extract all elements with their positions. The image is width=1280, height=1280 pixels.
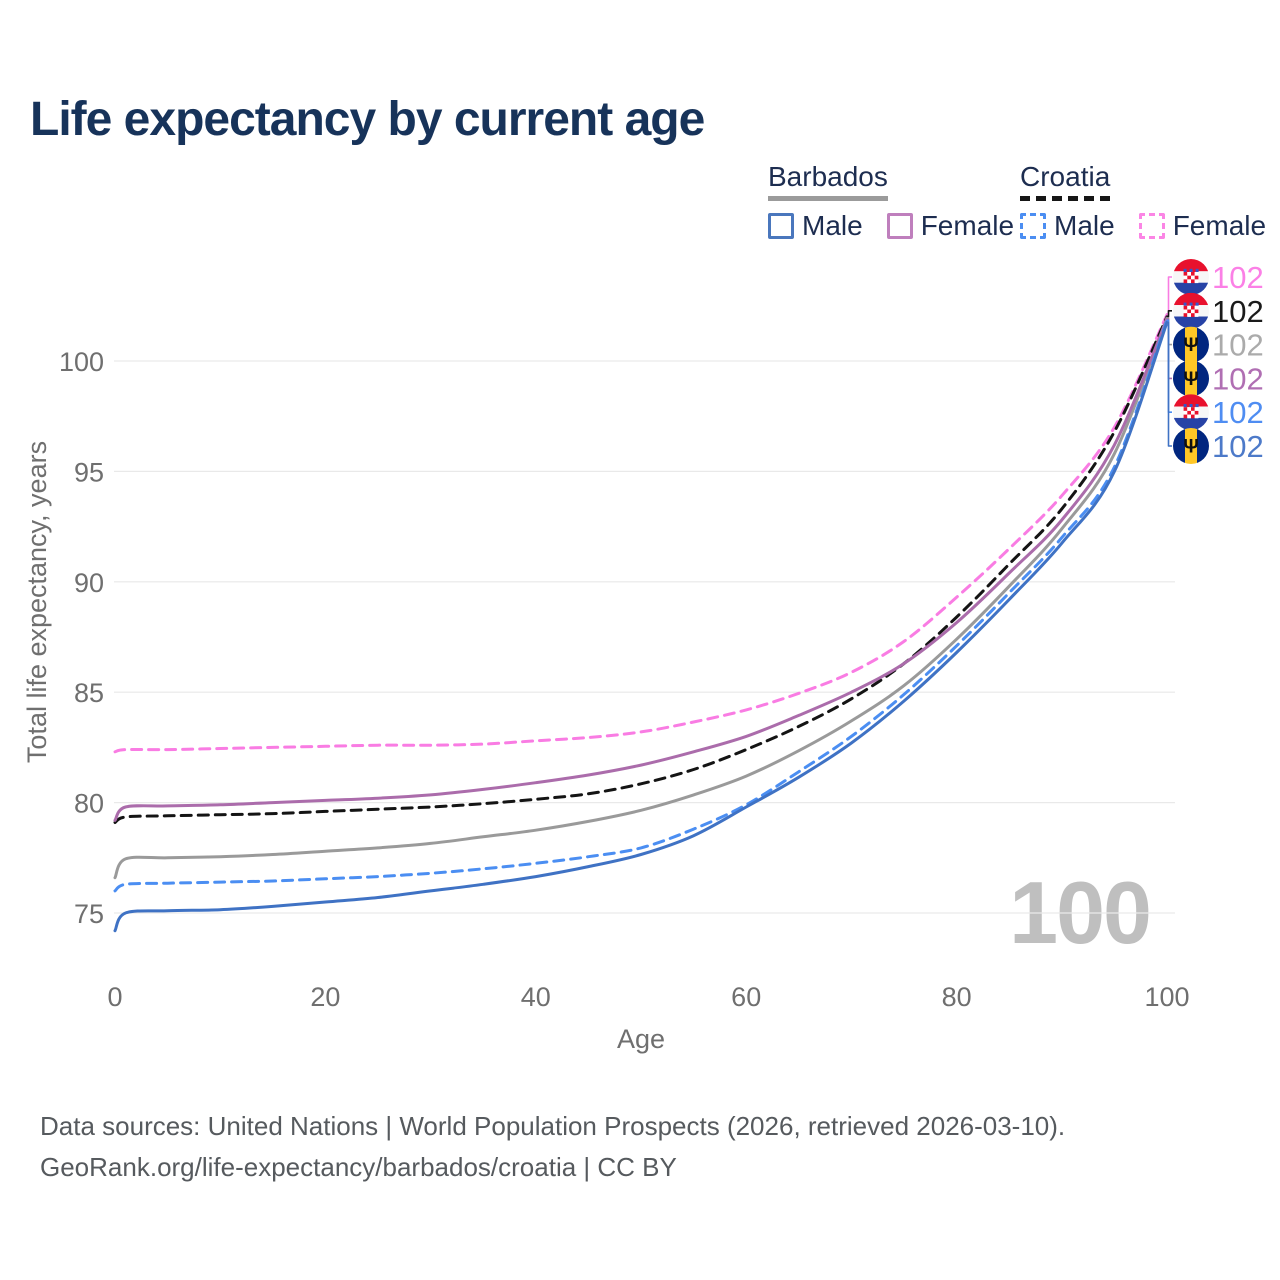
end-label-croatia-male[interactable]: 102 [1173, 394, 1264, 431]
end-label-value-croatia-female: 102 [1212, 260, 1264, 295]
legend-item-label: Female [1172, 210, 1267, 241]
series-line-barbados-female[interactable] [113, 317, 1169, 822]
svg-text:Ψ: Ψ [1183, 437, 1198, 458]
flag-barbados-icon: Ψ [1173, 360, 1209, 397]
legend-item-label: Female [920, 210, 1015, 241]
series-line-barbados-total[interactable] [113, 316, 1169, 880]
series-lines [113, 313, 1169, 933]
series-line-croatia-female[interactable] [113, 313, 1169, 754]
y-tick-label: 75 [74, 899, 104, 929]
legend-country-label: Barbados [768, 161, 888, 192]
legend-country-croatia[interactable]: Croatia [1020, 161, 1111, 201]
legend-items-barbados: Male Female [768, 210, 1014, 242]
end-label-connector [1166, 310, 1172, 318]
croatia-female-swatch-icon [1138, 213, 1165, 239]
y-tick-label: 85 [74, 678, 104, 708]
y-tick-label: 95 [74, 457, 104, 487]
end-label-value-croatia-total: 102 [1212, 294, 1264, 329]
footer-sources-line: Data sources: United Nations | World Pop… [40, 1111, 1066, 1141]
legend-item-label: Male [802, 210, 863, 241]
flag-croatia-icon [1173, 292, 1209, 329]
series-line-croatia-total[interactable] [113, 315, 1169, 824]
end-label-value-barbados-female: 102 [1212, 361, 1264, 396]
axis-ticks: 75 80 85 90 95 100 0 20 40 60 80 100 [59, 347, 1190, 1012]
legend-items-croatia: Male Female [1020, 210, 1266, 242]
flag-croatia-icon [1173, 394, 1209, 431]
croatia-male-swatch-icon [1020, 213, 1046, 239]
svg-text:Ψ: Ψ [1183, 335, 1198, 356]
x-tick-label: 100 [1144, 982, 1189, 1012]
gridlines [114, 360, 1175, 914]
x-tick-label: 20 [310, 982, 340, 1012]
legend-item-label: Male [1054, 210, 1115, 241]
legend-country-barbados[interactable]: Barbados [768, 161, 888, 201]
x-tick-label: 80 [942, 982, 972, 1012]
end-label-value-barbados-total: 102 [1212, 328, 1264, 363]
end-label-connector [1166, 321, 1172, 447]
legend-group-croatia: Croatia Male Female [1020, 161, 1266, 242]
legend-group-barbados: Barbados Male Female [768, 161, 1014, 242]
end-label-barbados-female[interactable]: Ψ 102 [1173, 360, 1264, 397]
series-line-croatia-male[interactable] [113, 318, 1169, 893]
svg-text:Ψ: Ψ [1183, 369, 1198, 390]
x-tick-label: 40 [521, 982, 551, 1012]
end-label-barbados-male[interactable]: Ψ 102 [1173, 428, 1264, 464]
legend: Barbados Male Female Croatia Mal [768, 161, 1268, 241]
end-label-value-croatia-male: 102 [1212, 395, 1264, 430]
legend-item-croatia-female[interactable]: Female [1138, 210, 1267, 242]
end-label-connector [1166, 276, 1172, 316]
footer: Data sources: United Nations | World Pop… [40, 1106, 1065, 1188]
end-label-croatia-total[interactable]: 102 [1173, 292, 1264, 329]
page-title: Life expectancy by current age [30, 93, 705, 146]
flag-croatia-icon [1173, 259, 1209, 295]
x-tick-label: 60 [731, 982, 761, 1012]
barbados-female-swatch-icon [886, 213, 913, 239]
x-tick-label: 0 [107, 982, 122, 1012]
legend-item-croatia-male[interactable]: Male [1020, 210, 1115, 242]
barbados-male-swatch-icon [768, 213, 794, 239]
flag-barbados-icon: Ψ [1173, 326, 1209, 363]
flag-barbados-icon: Ψ [1173, 428, 1209, 464]
y-tick-label: 100 [59, 347, 104, 377]
end-label-value-barbados-male: 102 [1212, 429, 1264, 464]
legend-item-barbados-male[interactable]: Male [768, 210, 863, 242]
footer-attribution-line: GeoRank.org/life-expectancy/barbados/cro… [40, 1152, 677, 1182]
end-label-barbados-total[interactable]: Ψ 102 [1173, 326, 1264, 363]
end-label-croatia-female[interactable]: 102 [1173, 259, 1264, 295]
y-axis-title: Total life expectancy, years [22, 441, 52, 763]
y-tick-label: 80 [74, 789, 104, 819]
legend-item-barbados-female[interactable]: Female [886, 210, 1015, 242]
legend-country-label: Croatia [1020, 161, 1111, 192]
y-tick-label: 90 [74, 568, 104, 598]
series-line-barbados-male[interactable] [113, 320, 1169, 933]
x-axis-title: Age [617, 1024, 665, 1054]
